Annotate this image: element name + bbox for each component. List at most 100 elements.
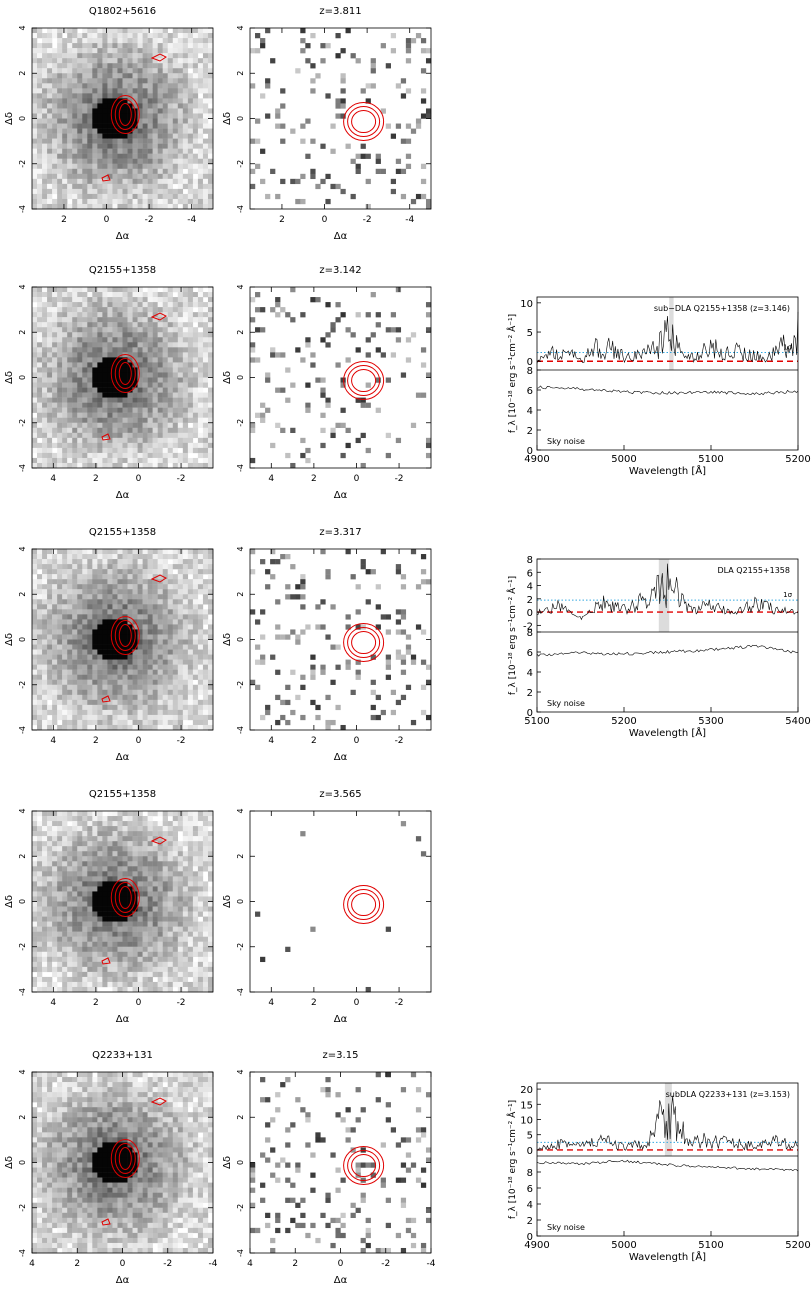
pixel: [42, 377, 48, 383]
pixel: [142, 574, 148, 580]
pixel: [47, 569, 53, 575]
pixel: [182, 709, 189, 716]
pixel: [415, 193, 422, 200]
pixel: [102, 377, 108, 383]
pixel: [97, 133, 103, 139]
pixel: [132, 574, 138, 580]
pixel: [207, 357, 214, 363]
pixel: [87, 554, 93, 560]
pixel: [137, 372, 143, 378]
y-tick-label: 4: [236, 284, 245, 289]
pixel: [137, 133, 143, 139]
pixel: [122, 53, 128, 59]
pixel: [112, 337, 118, 343]
pixel: [172, 347, 179, 353]
pixel: [42, 941, 48, 947]
pixel: [102, 302, 108, 308]
pixel: [87, 956, 93, 963]
pixel: [97, 58, 103, 64]
pixel: [197, 203, 204, 210]
pixel: [72, 83, 78, 89]
pixel: [172, 442, 179, 449]
pixel: [157, 312, 163, 318]
pixel: [137, 684, 143, 690]
pixel: [37, 357, 43, 363]
pixel: [72, 876, 78, 882]
pixel: [72, 891, 78, 897]
pixel: [152, 103, 158, 109]
pixel: [355, 163, 361, 169]
pixel: [47, 926, 53, 932]
pixel: [425, 664, 432, 670]
pixel: [162, 352, 168, 358]
pixel: [57, 93, 63, 99]
pixel: [67, 377, 73, 383]
pixel: [92, 357, 98, 363]
pixel: [42, 332, 48, 338]
y-tick-label: 0: [18, 637, 27, 642]
pixel: [127, 724, 133, 731]
pixel: [375, 347, 381, 353]
pixel: [182, 674, 189, 680]
pixel: [410, 128, 417, 134]
pixel: [207, 128, 214, 134]
pixel: [122, 48, 128, 54]
pixel: [157, 183, 163, 190]
pixel: [62, 624, 68, 630]
pixel: [157, 113, 163, 119]
pixel: [167, 198, 173, 205]
pixel: [37, 317, 43, 323]
pixel: [112, 654, 118, 660]
pixel: [112, 462, 118, 469]
pixel: [350, 193, 356, 200]
pixel: [202, 629, 209, 635]
pixel: [197, 644, 204, 650]
pixel: [42, 951, 48, 958]
pixel: [137, 33, 143, 39]
pixel: [62, 724, 68, 731]
pixel: [152, 462, 158, 469]
pixel: [112, 569, 118, 575]
pixel: [177, 123, 184, 129]
pixel: [42, 427, 48, 434]
pixel: [92, 629, 98, 635]
pixel: [72, 941, 78, 947]
pixel: [72, 826, 78, 832]
pixel: [77, 462, 83, 469]
pixel: [32, 866, 38, 872]
pixel: [177, 382, 184, 388]
pixel: [177, 594, 184, 600]
pixel: [57, 604, 63, 610]
pixel: [132, 93, 138, 99]
pixel: [202, 188, 209, 195]
pixel: [132, 292, 138, 298]
pixel: [147, 342, 153, 348]
pixel: [52, 183, 58, 190]
pixel: [107, 609, 113, 615]
pixel: [92, 392, 98, 398]
pixel: [57, 724, 63, 731]
pixel: [127, 78, 133, 84]
pixel: [82, 936, 88, 942]
pixel: [290, 594, 296, 600]
pixel: [52, 811, 58, 817]
pixel: [137, 614, 143, 620]
pixel: [47, 407, 53, 413]
pixel: [305, 382, 311, 388]
pixel: [370, 654, 376, 660]
pixel: [112, 664, 118, 670]
pixel: [87, 73, 93, 79]
pixel: [77, 93, 83, 99]
pixel: [77, 669, 83, 675]
pixel: [67, 387, 73, 393]
pixel: [162, 462, 168, 469]
pixel: [97, 163, 103, 169]
pixel: [142, 128, 148, 134]
pixel: [127, 422, 133, 428]
pixel: [162, 83, 168, 89]
pixel: [117, 407, 123, 413]
pixel: [97, 198, 103, 205]
pixel: [117, 599, 123, 605]
pixel: [300, 579, 306, 585]
